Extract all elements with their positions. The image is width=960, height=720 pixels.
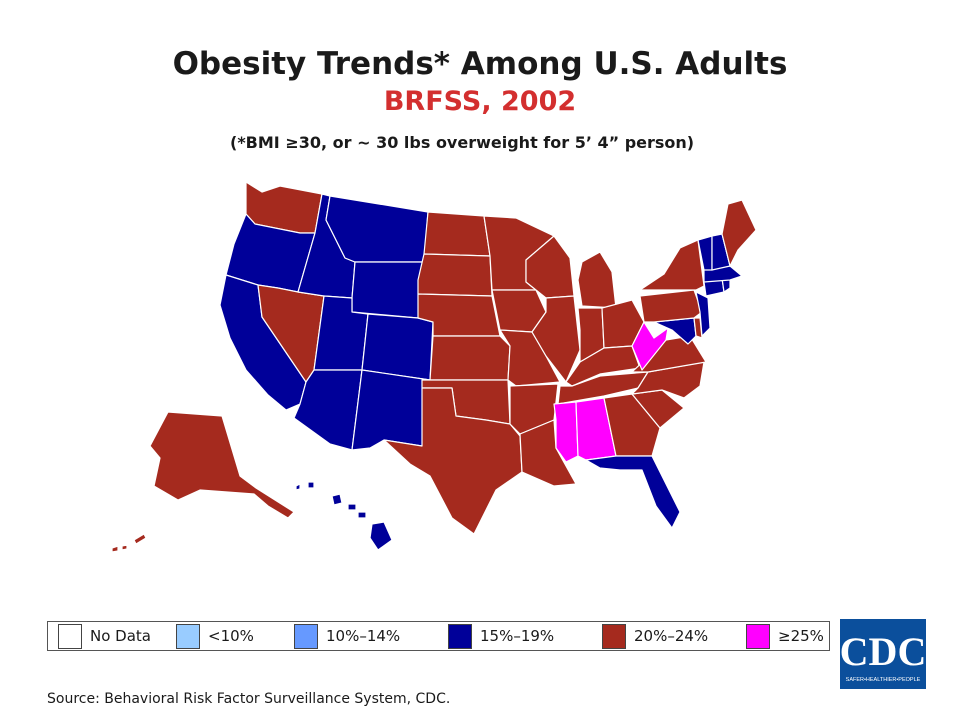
state-DE (693, 317, 703, 339)
state-LA (519, 419, 577, 487)
legend-swatch (176, 624, 200, 649)
legend-swatch (746, 624, 770, 649)
definition-note: (*BMI ≥30, or ~ 30 lbs overweight for 5’… (230, 133, 695, 152)
state-WY (351, 261, 425, 319)
chart-title: Obesity Trends* Among U.S. Adults (172, 46, 788, 82)
state-ND (423, 211, 491, 257)
state-MI (577, 251, 617, 309)
state-SD (417, 253, 493, 297)
state-HI (295, 481, 393, 551)
state-IL (531, 295, 581, 383)
legend-label: 10%–14% (326, 627, 401, 645)
cdc-logo: CDC SAFER•HEALTHIER•PEOPLE (840, 619, 926, 689)
logo-tagline: SAFER•HEALTHIER•PEOPLE (846, 677, 921, 683)
legend-label: <10% (208, 627, 254, 645)
chart-subtitle: BRFSS, 2002 (383, 86, 577, 117)
legend-swatch (602, 624, 626, 649)
legend-swatch (448, 624, 472, 649)
logo-text: CDC (840, 629, 926, 674)
state-NM (351, 369, 431, 451)
legend-swatch (294, 624, 318, 649)
state-AK (149, 411, 295, 519)
state-ME (721, 199, 757, 267)
legend-swatch (58, 624, 82, 649)
state-KS (429, 335, 511, 381)
legend-label: No Data (90, 627, 151, 645)
legend-label: 15%–19% (480, 627, 555, 645)
source-note: Source: Behavioral Risk Factor Surveilla… (47, 691, 451, 707)
state-FL (585, 455, 681, 529)
legend: No Data <10% 10%–14% 15%–19% 20%–24% ≥25% (47, 621, 830, 651)
state-PA (639, 289, 703, 323)
legend-label: ≥25% (778, 627, 824, 645)
state-GA (603, 393, 661, 457)
state-NY (639, 239, 705, 291)
state-AK-islands (111, 533, 147, 553)
state-TX (383, 387, 523, 535)
legend-label: 20%–24% (634, 627, 709, 645)
state-CO (361, 313, 434, 381)
state-NJ (695, 291, 711, 337)
